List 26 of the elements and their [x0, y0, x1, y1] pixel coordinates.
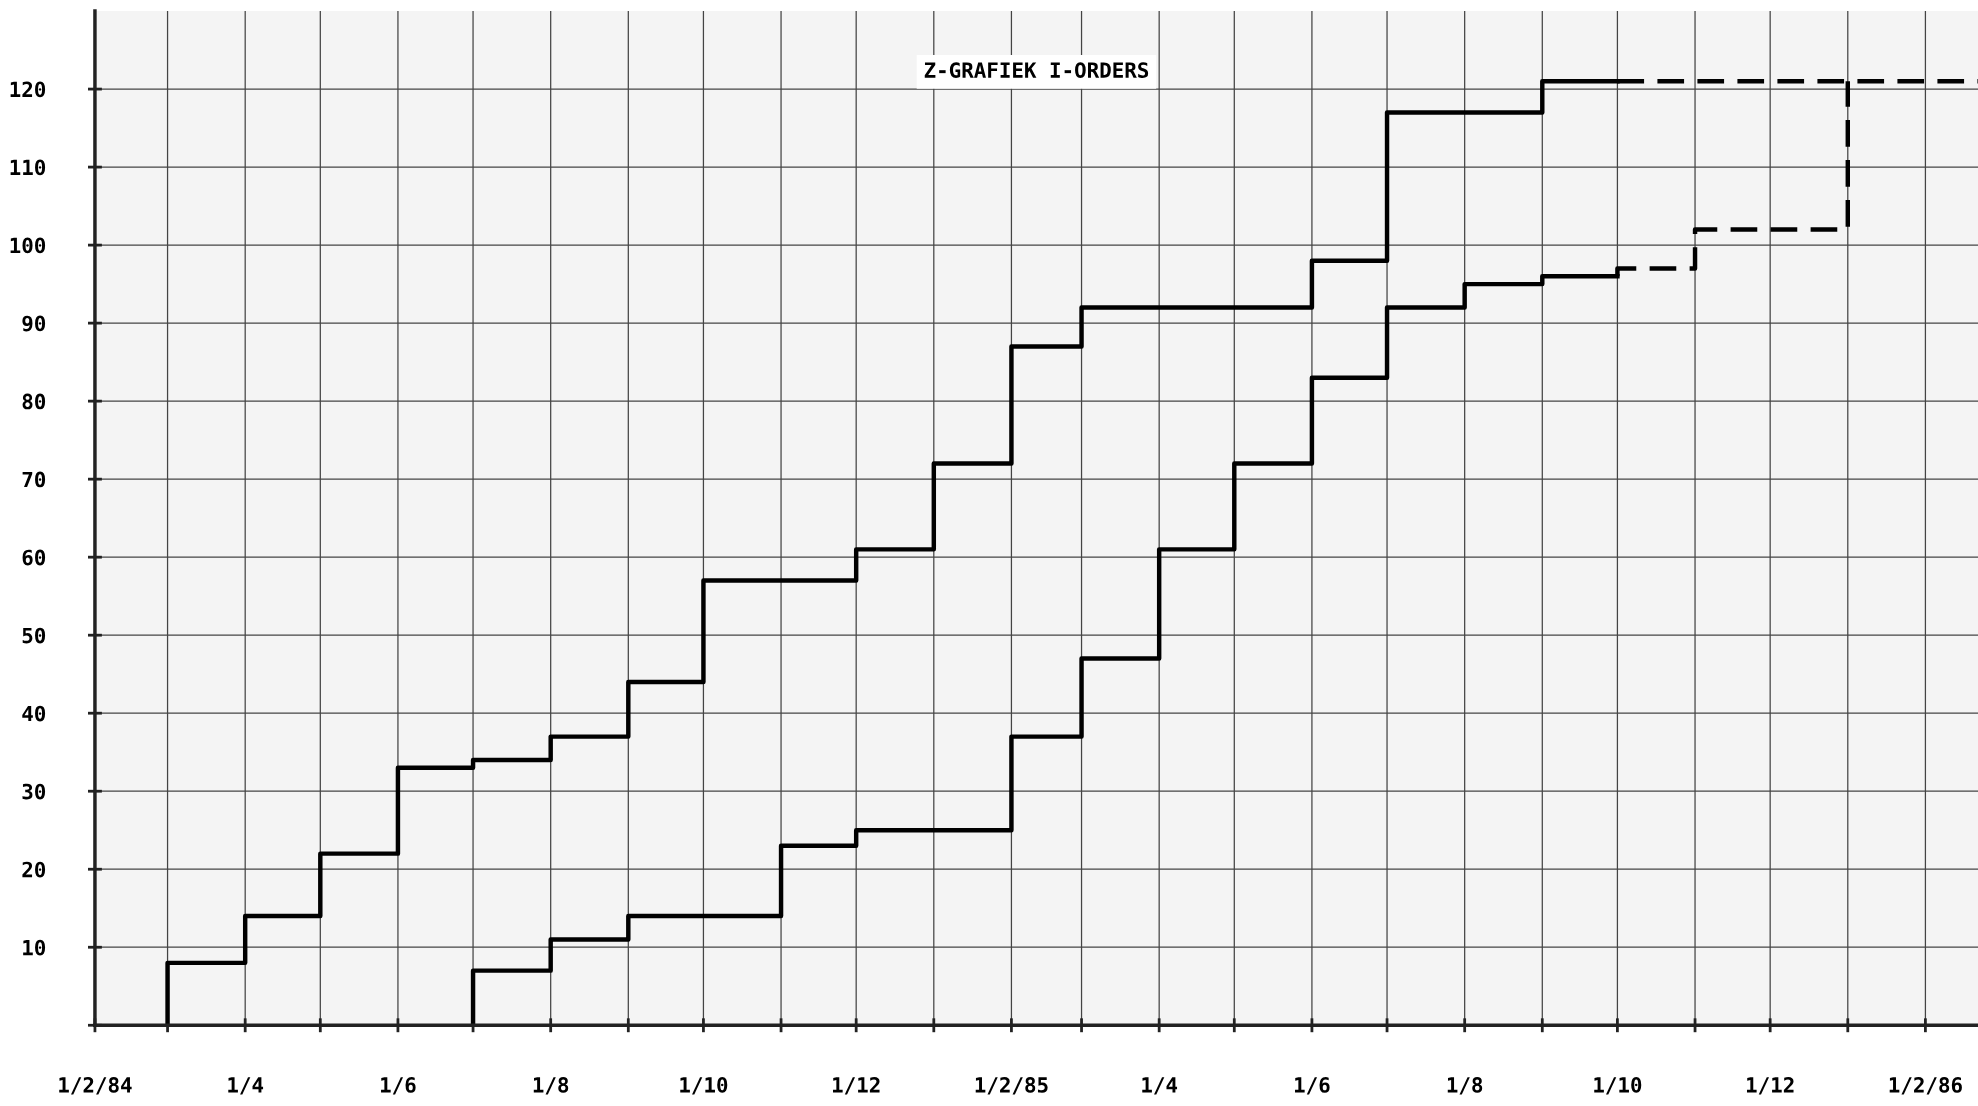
- y-tick-label: 60: [22, 549, 46, 566]
- x-tick-label: 1/2/85: [975, 1077, 1048, 1095]
- x-tick-label: 1/12: [1746, 1077, 1794, 1095]
- y-tick-label: 50: [22, 627, 46, 644]
- y-tick-label: 120: [10, 81, 46, 98]
- y-tick-label: 100: [10, 237, 46, 254]
- y-tick-label: 80: [22, 393, 46, 410]
- y-tick-label: 110: [10, 159, 46, 176]
- y-tick-label: 40: [22, 705, 46, 722]
- y-tick-label: 90: [22, 315, 46, 332]
- text: Z-GRAFIEK I-ORDERS: [924, 62, 1149, 78]
- x-tick-label: 1/12: [833, 1077, 880, 1095]
- x-tick-label: 1/4: [228, 1077, 264, 1095]
- y-tick-label: 30: [22, 783, 46, 800]
- x-tick-label: 1/6: [381, 1077, 416, 1095]
- x-tick-label: 1/2/86: [1889, 1077, 1962, 1095]
- x-tick-label: 1/8: [1447, 1077, 1483, 1095]
- x-tick-label: 1/2/84: [59, 1077, 132, 1095]
- y-tick-label: 70: [22, 471, 46, 488]
- x-tick-label: 1/8: [533, 1077, 569, 1095]
- y-tick-label: 10: [23, 939, 46, 956]
- x-tick-label: 1/6: [1295, 1077, 1330, 1095]
- x-tick-label: 1/10: [1594, 1077, 1642, 1095]
- x-tick-label: 1/4: [1142, 1077, 1178, 1095]
- y-tick-label: 20: [22, 861, 46, 878]
- x-tick-label: 1/10: [680, 1077, 728, 1095]
